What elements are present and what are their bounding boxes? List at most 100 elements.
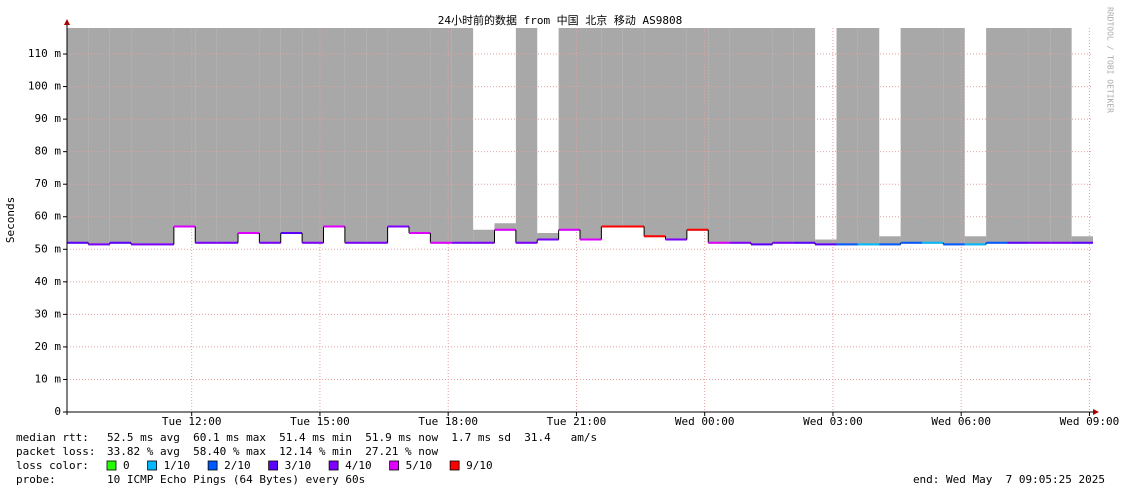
smoke — [793, 28, 816, 244]
smoke — [494, 223, 516, 231]
smoke — [109, 28, 132, 244]
smoke — [537, 233, 559, 241]
smoke — [173, 28, 196, 228]
y-tick-label: 90 m — [35, 112, 62, 125]
x-tick-label: Tue 21:00 — [547, 415, 607, 428]
smoke — [1050, 28, 1072, 244]
smoke — [88, 28, 110, 246]
median-line — [67, 225, 1093, 246]
smoke — [1071, 236, 1093, 244]
smoke — [238, 28, 260, 235]
legend-swatch — [449, 460, 460, 471]
x-tick-label: Tue 18:00 — [418, 415, 478, 428]
probe-label: probe: — [16, 473, 56, 486]
smoke — [195, 28, 217, 244]
x-tick-label: Tue 12:00 — [162, 415, 222, 428]
y-tick-label: 0 — [54, 405, 61, 418]
legend: 0 1/10 2/10 3/10 4/10 5/10 9/10 — [106, 459, 493, 472]
legend-swatch — [268, 460, 279, 471]
smoke — [409, 28, 431, 235]
smoke — [152, 28, 174, 246]
grid — [63, 28, 1093, 416]
smoke — [280, 28, 303, 235]
smoke — [729, 28, 751, 244]
smoke — [943, 28, 965, 246]
y-tick-label: 50 m — [35, 242, 62, 255]
legend-swatch — [147, 460, 158, 471]
legend-swatch — [328, 460, 339, 471]
probe-text: 10 ICMP Echo Pings (64 Bytes) every 60s — [107, 473, 365, 486]
smoke — [302, 28, 324, 244]
smoke — [601, 28, 623, 228]
y-tick-label: 70 m — [35, 177, 62, 190]
legend-label: 9/10 — [466, 459, 493, 472]
smoke — [622, 28, 645, 228]
legend-label: 2/10 — [224, 459, 251, 472]
smoke — [216, 28, 238, 244]
x-tick-label: Wed 09:00 — [1060, 415, 1120, 428]
legend-label: 4/10 — [345, 459, 372, 472]
smoke — [964, 236, 987, 246]
smoke-layer — [67, 28, 1093, 246]
smoke — [259, 28, 281, 244]
y-tick-label: 20 m — [35, 340, 62, 353]
legend-label: 5/10 — [406, 459, 433, 472]
x-tick-label: Wed 03:00 — [803, 415, 863, 428]
smoke — [344, 28, 367, 244]
smoke — [986, 28, 1008, 244]
stats-label: packet loss: — [16, 445, 95, 458]
smoke — [1028, 28, 1051, 244]
y-axis-arrow — [64, 19, 70, 25]
smoke — [366, 28, 388, 244]
legend-label: 1/10 — [164, 459, 191, 472]
smoke — [922, 28, 944, 244]
smoke — [67, 28, 89, 244]
y-axis-label: Seconds — [4, 197, 17, 243]
y-tick-label: 40 m — [35, 275, 62, 288]
y-tick-label: 110 m — [28, 47, 61, 60]
watermark: RRDTOOL / TOBI OETIKER — [1106, 7, 1115, 113]
smoke — [836, 28, 858, 246]
smoke — [751, 28, 773, 246]
y-tick-label: 80 m — [35, 145, 62, 158]
smoke — [580, 28, 602, 241]
legend-swatch — [207, 460, 218, 471]
x-tick-label: Tue 15:00 — [290, 415, 350, 428]
smoke — [879, 236, 901, 246]
smoke — [451, 28, 474, 244]
smoke — [515, 28, 538, 244]
y-tick-label: 60 m — [35, 210, 62, 223]
smoke — [1007, 28, 1029, 244]
smoke — [665, 28, 687, 241]
smoke — [686, 28, 709, 231]
legend-swatch — [106, 460, 117, 471]
smoke — [323, 28, 345, 228]
smoke — [131, 28, 153, 246]
smoke — [900, 28, 922, 244]
stats-text: 33.82 % avg 58.40 % max 12.14 % min 27.2… — [107, 445, 439, 458]
legend-swatch — [389, 460, 400, 471]
smoke — [430, 28, 452, 244]
smoke — [815, 239, 837, 246]
smoke — [857, 28, 880, 246]
smoke — [473, 229, 495, 244]
x-axis-arrow — [1093, 409, 1099, 415]
legend-label: 0 — [123, 459, 130, 472]
smoke — [558, 28, 580, 231]
x-tick-label: Wed 06:00 — [931, 415, 991, 428]
legend-label: loss color: — [16, 459, 89, 472]
y-tick-label: 100 m — [28, 80, 61, 93]
x-tick-label: Wed 00:00 — [675, 415, 735, 428]
chart-title: 24小时前的数据 from 中国 北京 移动 AS9808 — [438, 13, 683, 27]
stats-text: 52.5 ms avg 60.1 ms max 51.4 ms min 51.9… — [107, 431, 597, 444]
smoke — [708, 28, 730, 244]
smoke — [644, 28, 666, 238]
smoke — [387, 28, 409, 228]
y-tick-label: 30 m — [35, 307, 62, 320]
stats-label: median rtt: — [16, 431, 89, 444]
end-time: end: Wed May 7 09:05:25 2025 — [913, 473, 1105, 486]
smoke — [772, 28, 794, 244]
y-tick-label: 10 m — [35, 372, 62, 385]
legend-label: 3/10 — [285, 459, 312, 472]
